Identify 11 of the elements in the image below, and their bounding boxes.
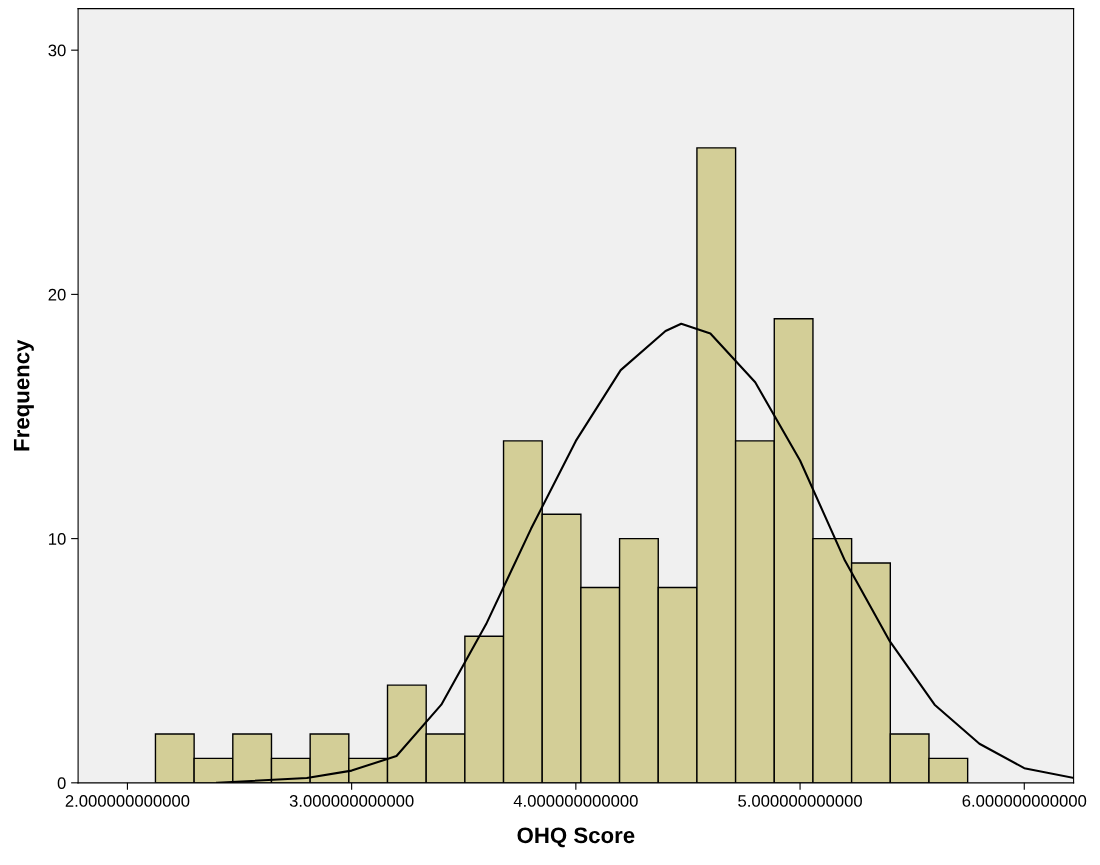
x-tick-label: 2.000000000000 [65,795,190,807]
y-tick-label: 20 [48,288,66,301]
x-tick-label: 5.000000000000 [738,795,862,807]
x-tick-label: 4.000000000000 [513,795,638,807]
y-tick-label: 30 [48,44,66,57]
x-tick-label: 3.000000000000 [289,795,414,807]
x-tick-label: 6.000000000000 [962,795,1087,807]
y-tick-label: 0 [57,777,66,790]
x-axis-title: OHQ Score [517,827,635,848]
y-tick-label: 10 [49,533,66,545]
y-axis-title: Frequency [13,339,34,451]
